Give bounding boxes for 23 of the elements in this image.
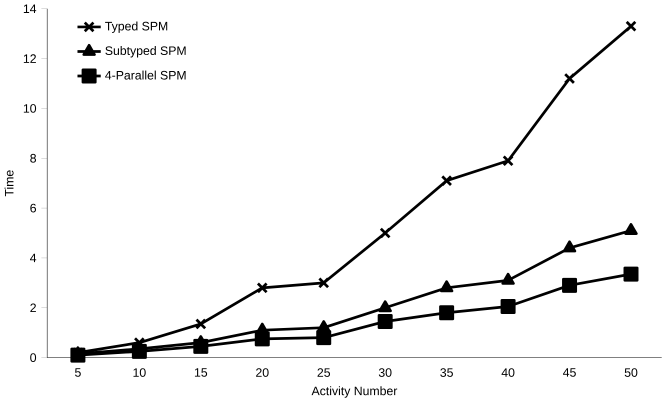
y-axis-title: Time bbox=[4, 170, 14, 196]
y-tick-label: 2 bbox=[30, 303, 36, 312]
x-tick-label: 20 bbox=[256, 368, 269, 377]
x-tick-label: 5 bbox=[74, 368, 81, 377]
x-axis-title: Activity Number bbox=[312, 386, 398, 398]
y-tick-label: 14 bbox=[24, 4, 36, 13]
x-tick-label: 25 bbox=[318, 368, 330, 377]
x-tick-label: 35 bbox=[440, 368, 453, 377]
x-tick-label: 50 bbox=[624, 368, 638, 377]
y-tick-label: 6 bbox=[30, 204, 36, 212]
y-tick-label: 4 bbox=[30, 254, 36, 262]
y-tick-label: 10 bbox=[24, 104, 36, 113]
x-tick-label: 45 bbox=[563, 368, 576, 377]
y-tick-label: 12 bbox=[24, 54, 36, 63]
x-tick-label: 10 bbox=[133, 368, 146, 377]
legend-label: Subtyped SPM bbox=[105, 46, 186, 58]
x-tick-label: 40 bbox=[502, 368, 514, 377]
y-tick-label: 0 bbox=[30, 353, 36, 362]
y-tick-label: 8 bbox=[30, 154, 36, 163]
legend-label: Typed SPM bbox=[105, 21, 168, 33]
x-tick-label: 15 bbox=[194, 368, 208, 377]
legend-label: 4-Parallel SPM bbox=[105, 70, 186, 80]
x-tick-label: 30 bbox=[378, 368, 392, 377]
